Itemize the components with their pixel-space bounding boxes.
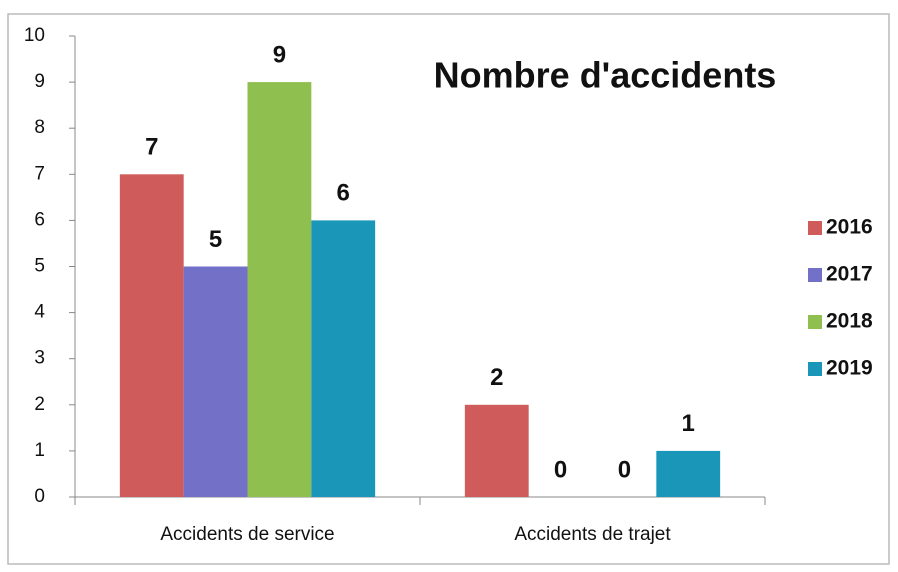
legend-label: 2016 [826,216,873,239]
y-tick-label: 4 [34,302,45,323]
bar [311,220,376,497]
legend-label: 2018 [826,310,873,333]
y-tick-label: 7 [34,163,45,184]
x-tick-label: Accidents de service [160,524,334,545]
legend-swatch [808,315,822,329]
legend-label: 2017 [826,263,873,286]
y-tick-label: 0 [34,486,45,507]
data-label: 0 [618,456,631,483]
data-label: 6 [337,180,350,207]
legend-swatch [808,268,822,282]
data-label: 7 [145,134,158,161]
y-tick-label: 1 [34,440,45,461]
bar [119,174,184,498]
bar [464,404,529,497]
y-tick-label: 9 [34,71,45,92]
legend-swatch [808,221,822,235]
chart-title: Nombre d'accidents [434,55,777,96]
y-tick-label: 10 [24,25,45,46]
data-label: 0 [554,456,567,483]
x-tick-label: Accidents de trajet [514,524,671,545]
bar [183,266,248,497]
data-label: 9 [273,41,286,68]
data-label: 5 [209,226,222,253]
y-tick-label: 2 [34,394,45,415]
data-label: 2 [490,364,503,391]
y-tick-label: 5 [34,256,45,277]
y-tick-label: 6 [34,209,45,230]
bar [247,82,312,497]
legend-swatch [808,362,822,376]
data-label: 1 [682,410,695,437]
y-tick-label: 8 [34,117,45,138]
legend-label: 2019 [826,357,873,380]
bar [656,450,721,497]
y-tick-label: 3 [34,348,45,369]
